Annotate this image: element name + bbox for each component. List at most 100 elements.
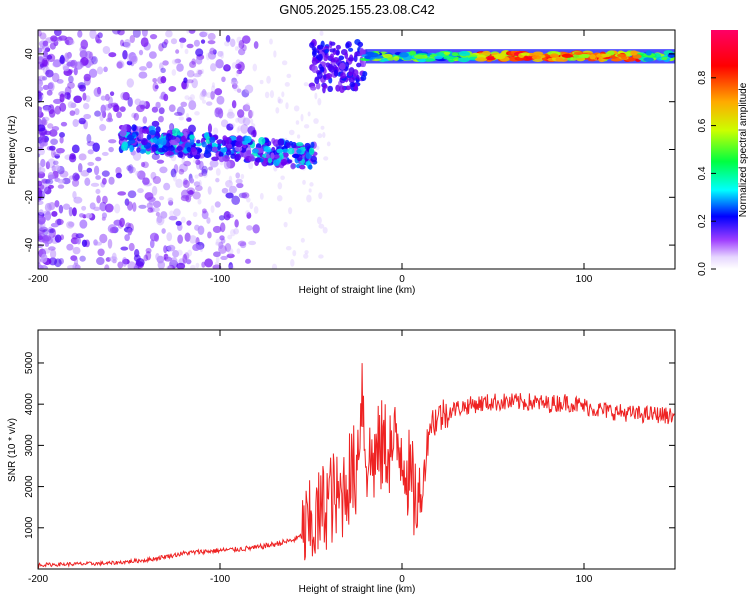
spectrogram-cell — [251, 148, 259, 154]
spectrogram-cell — [173, 208, 181, 217]
spectrogram-cell — [140, 161, 146, 168]
spectrogram-cell — [73, 95, 83, 104]
spectrogram-cell — [93, 165, 100, 176]
colorbar-tick-label: 0.4 — [697, 166, 708, 180]
spectrogram-cell — [42, 234, 52, 242]
spectrogram-cell — [484, 56, 495, 60]
spectrogram-cell — [308, 147, 315, 155]
spectrogram-cell — [177, 234, 184, 244]
spectrogram-cell — [143, 254, 149, 262]
spectrogram-cell — [83, 102, 90, 110]
spectrogram-cell — [152, 176, 162, 185]
spectrogram-cell — [204, 258, 213, 268]
spectrogram-cell — [237, 125, 242, 131]
spectrogram-cell — [215, 238, 221, 246]
spectrogram-cell — [168, 200, 174, 206]
spectrogram-cell — [234, 146, 243, 152]
spectrogram-cell — [291, 153, 300, 159]
spectrogram-cell — [222, 146, 228, 153]
spectrogram-cell — [196, 139, 201, 144]
spectrogram-cell — [179, 37, 187, 43]
spectrogram-cell — [64, 92, 71, 100]
spectrogram-cell — [170, 154, 177, 162]
spectrogram-cell — [168, 135, 177, 140]
spectrogram-cell — [50, 148, 56, 158]
spectrogram-cell — [167, 145, 175, 152]
spectrogram-cell — [329, 48, 336, 53]
y-tick-label: -40 — [24, 237, 35, 252]
spectrogram-cell — [128, 164, 134, 174]
spectrogram-cell — [335, 44, 341, 50]
spectrogram-cell — [42, 105, 52, 112]
spectrogram-cell — [139, 149, 147, 154]
spectrogram-cell — [50, 35, 58, 42]
spectrogram-cell — [69, 110, 76, 116]
spectrogram-cell — [393, 55, 400, 61]
spectrogram-cell — [127, 201, 133, 211]
spectrogram-cell — [73, 196, 83, 204]
spectrogram-cell — [172, 174, 177, 182]
spectrogram-cell — [120, 246, 129, 251]
spectrogram-cell — [72, 191, 77, 199]
spectrogram-cell — [354, 51, 358, 58]
spectrogram-cell — [218, 241, 224, 250]
spectrogram-cell — [242, 117, 251, 126]
spectrogram-cell — [214, 261, 220, 266]
spectrogram-cell — [320, 125, 325, 130]
spectrogram-cell — [68, 221, 75, 227]
spectrogram-cell — [218, 215, 225, 221]
colorbar-gradient — [711, 30, 738, 269]
spectrogram-cell — [88, 68, 98, 78]
spectrogram-cell — [50, 222, 59, 228]
spectrogram-cell — [195, 159, 201, 165]
spectrogram-cell — [451, 52, 459, 57]
spectrogram-cell — [194, 174, 199, 179]
spectrogram-cell — [279, 154, 284, 160]
spectrogram-cell — [184, 232, 191, 242]
spectrogram-cell — [155, 101, 161, 109]
spectrogram-cell — [175, 220, 182, 226]
spectrogram-cell — [149, 239, 155, 249]
spectrogram-cell — [252, 224, 260, 234]
spectrogram-cell — [159, 137, 167, 146]
spectrogram-cell — [128, 242, 135, 252]
spectrogram-cell — [197, 69, 203, 75]
spectrogram-cell — [228, 175, 233, 184]
snr-y-ticks: 1000 2000 3000 4000 5000 — [24, 351, 675, 539]
spectrogram-cell — [68, 75, 74, 84]
spectrogram-cell — [41, 57, 50, 68]
spectrogram-cell — [228, 185, 238, 194]
spectrogram-cell — [127, 97, 133, 107]
spectrogram-cell — [142, 177, 150, 185]
spectrogram-cell — [89, 202, 96, 210]
spectrogram-cell — [347, 47, 354, 52]
spectrogram-cell — [216, 95, 225, 105]
spectrogram-y-ticks: -40 -20 0 20 40 — [24, 48, 675, 252]
spectrogram-cell — [141, 30, 148, 37]
spectrogram-cell — [176, 249, 183, 256]
spectrogram-cell — [323, 55, 328, 62]
spectrogram-cell — [149, 33, 158, 40]
spectrogram-cell — [300, 237, 305, 243]
spectrogram-cell — [126, 52, 136, 63]
spectrogram-cell — [215, 107, 223, 115]
spectrogram-cell — [210, 90, 215, 100]
spectrogram-cell — [78, 117, 86, 125]
spectrogram-cell — [228, 262, 234, 269]
spectrogram-cell — [186, 220, 192, 226]
spectrogram-cell — [271, 263, 278, 269]
spectrogram-cell — [195, 48, 204, 57]
spectrogram-cell — [235, 63, 242, 70]
spectrogram-cell — [58, 35, 68, 41]
y-tick-label: 3000 — [24, 434, 35, 457]
y-tick-label: 40 — [24, 48, 35, 60]
spectrogram-cell — [38, 167, 46, 174]
spectrogram-cell — [38, 235, 44, 240]
spectrogram-cell — [185, 113, 190, 119]
spectrogram-cell — [259, 79, 264, 85]
spectrogram-cell — [215, 168, 221, 176]
spectrogram-cell — [322, 84, 328, 89]
spectrogram-cell — [52, 160, 59, 166]
spectrogram-cell — [210, 63, 217, 72]
spectrogram-cell — [245, 258, 251, 264]
